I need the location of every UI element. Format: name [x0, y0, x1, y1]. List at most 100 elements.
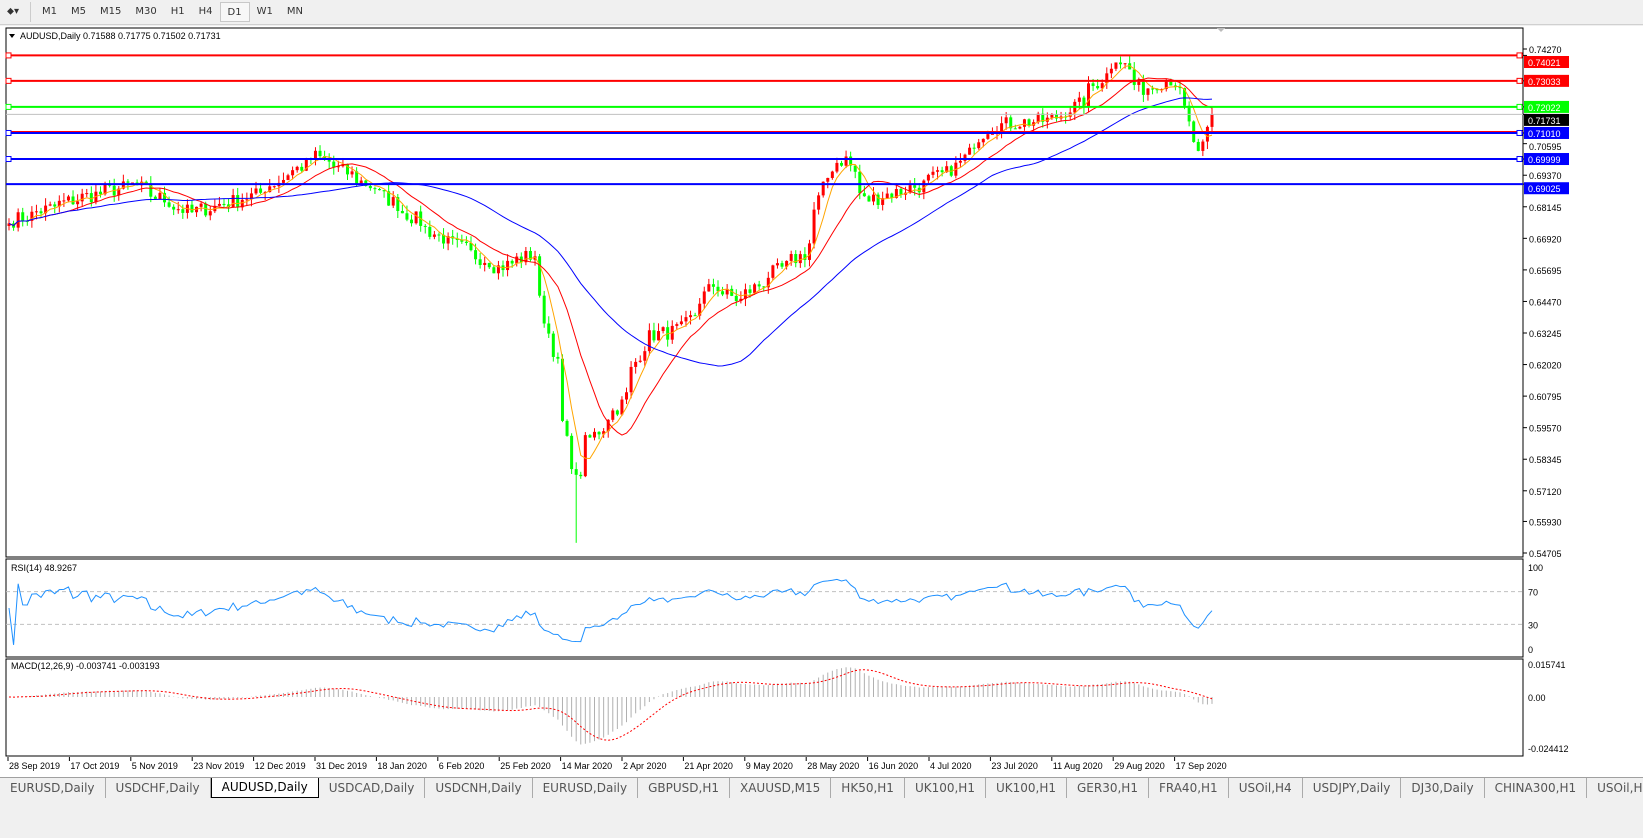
candle-body [204, 203, 208, 216]
candle-body [378, 189, 382, 191]
candle-body [1137, 81, 1141, 85]
price-axis-label: 0.68145 [1529, 203, 1562, 213]
candle-body [428, 226, 432, 237]
chart-tab[interactable]: GER30,H1 [1067, 778, 1149, 798]
timeframe-h1[interactable]: H1 [170, 6, 185, 17]
chart-tab[interactable]: USDCHF,Daily [106, 778, 211, 798]
candle-body [442, 234, 446, 244]
timeframe-w1[interactable]: W1 [256, 6, 273, 17]
candle-body [281, 179, 285, 183]
candle-body [396, 197, 400, 211]
chart-tab[interactable]: EURUSD,Daily [533, 778, 639, 798]
candle-body [1141, 81, 1145, 95]
candle-body [926, 174, 930, 181]
candle-body [222, 203, 226, 205]
level-handle-left [5, 52, 12, 59]
candle-body [53, 204, 57, 207]
candle-body [483, 262, 487, 265]
macd-axis-label: -0.024412 [1528, 744, 1569, 754]
chart-tab[interactable]: USDCNH,Daily [425, 778, 533, 798]
chart-tab[interactable]: CHINA300,H1 [1485, 778, 1588, 798]
date-axis-label: 17 Sep 2020 [1176, 761, 1227, 771]
timeframe-mn[interactable]: MN [286, 6, 303, 17]
chart-tab[interactable]: GBPUSD,H1 [638, 778, 730, 798]
level-handle-left [5, 103, 12, 110]
chart-tab[interactable]: HK50,H1 [831, 778, 905, 798]
candle-body [908, 185, 912, 193]
ma-fast-line [8, 65, 1213, 460]
rsi-panel-frame [5, 558, 1524, 658]
chart-tab[interactable]: XAUUSD,M15 [730, 778, 832, 798]
candle-body [597, 431, 601, 435]
rsi-axis-label: 70 [1528, 588, 1538, 598]
candle-body [1086, 83, 1090, 107]
candle-body [789, 254, 793, 261]
chart-canvas[interactable]: AUDUSD,Daily 0.71588 0.71775 0.71502 0.7… [0, 26, 1643, 777]
chart-tab[interactable]: USOil,H [1587, 778, 1643, 798]
candle-body [240, 199, 244, 208]
level-price-label: 0.72022 [1528, 103, 1561, 113]
chart-tab[interactable]: USOil,H4 [1229, 778, 1303, 798]
candles [7, 56, 1214, 543]
chart-tab[interactable]: FRA40,H1 [1149, 778, 1229, 798]
candle-body [89, 193, 93, 203]
candle-body [748, 289, 752, 293]
candle-body [1160, 89, 1164, 91]
chart-tab[interactable]: USDJPY,Daily [1303, 778, 1402, 798]
candle-body [734, 295, 738, 302]
chart-tab[interactable]: AUDUSD,Daily [210, 778, 319, 798]
candle-body [291, 170, 295, 176]
chart-header: AUDUSD,Daily 0.71588 0.71775 0.71502 0.7… [20, 31, 221, 41]
level-price-tag [1524, 182, 1569, 195]
price-axis-label: 0.62020 [1529, 361, 1562, 371]
chart-tab[interactable]: DJ30,Daily [1401, 778, 1485, 798]
date-axis-label: 21 Apr 2020 [684, 761, 733, 771]
date-axis-label: 17 Oct 2019 [70, 761, 119, 771]
candle-body [432, 234, 436, 237]
level-handle-left [5, 156, 12, 163]
collapse-triangle-icon[interactable] [9, 34, 15, 38]
candle-body [345, 164, 349, 175]
chart-tabs: EURUSD,Daily USDCHF,Daily AUDUSD,Daily USDC… [0, 777, 1643, 798]
chart-tab[interactable]: UK100,H1 [905, 778, 986, 798]
candle-body [1183, 88, 1187, 106]
candle-body [496, 265, 500, 274]
candle-body [1210, 114, 1214, 127]
candle-body [757, 284, 761, 287]
timeframe-h4[interactable]: H4 [198, 6, 213, 17]
timeframe-m15[interactable]: M15 [100, 6, 122, 17]
timeframe-m30[interactable]: M30 [135, 6, 157, 17]
timeframe-d1[interactable]: D1 [219, 2, 250, 22]
chart-window[interactable]: AUDUSD,Daily 0.71588 0.71775 0.71502 0.7… [0, 26, 1643, 777]
date-axis-label: 23 Nov 2019 [193, 761, 244, 771]
candle-body [1027, 119, 1031, 126]
candle-body [172, 206, 176, 210]
candle-body [1013, 128, 1017, 130]
candle-body [725, 288, 729, 295]
chart-tab[interactable]: EURUSD,Daily [0, 778, 106, 798]
candle-body [423, 225, 427, 227]
candle-body [1004, 117, 1008, 124]
candle-body [721, 291, 725, 295]
candle-body [1096, 86, 1100, 89]
price-axis-label: 0.69370 [1529, 171, 1562, 181]
rsi-axis-label: 30 [1528, 620, 1538, 630]
candle-body [48, 204, 52, 206]
candle-body [300, 166, 304, 171]
candle-body [647, 330, 651, 352]
candle-body [885, 193, 889, 199]
candle-body [208, 211, 212, 216]
chart-tab[interactable]: USDCAD,Daily [319, 778, 426, 798]
candle-body [103, 184, 107, 195]
price-axis-label: 0.57120 [1529, 487, 1562, 497]
candle-body [387, 191, 391, 206]
drawing-tools-icon[interactable]: ⬥▾ [7, 6, 20, 17]
timeframe-m1[interactable]: M1 [42, 6, 58, 17]
candle-body [977, 142, 981, 149]
level-price-label: 0.74021 [1528, 58, 1561, 68]
candle-body [272, 186, 276, 188]
timeframe-m5[interactable]: M5 [71, 6, 87, 17]
candle-body [1196, 141, 1200, 151]
candle-body [80, 193, 84, 202]
chart-tab[interactable]: UK100,H1 [986, 778, 1067, 798]
